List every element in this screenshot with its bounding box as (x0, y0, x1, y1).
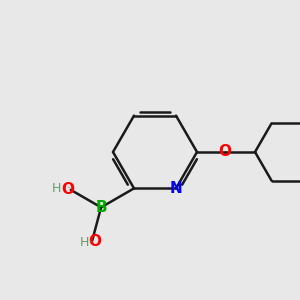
Text: O: O (218, 145, 232, 160)
Text: O: O (88, 234, 101, 249)
Text: O: O (61, 182, 74, 197)
Text: H: H (52, 182, 62, 195)
Text: ·: · (89, 236, 93, 249)
Text: N: N (169, 181, 182, 196)
Text: H: H (79, 236, 89, 249)
Text: B: B (95, 200, 107, 215)
Text: ·: · (67, 182, 71, 195)
